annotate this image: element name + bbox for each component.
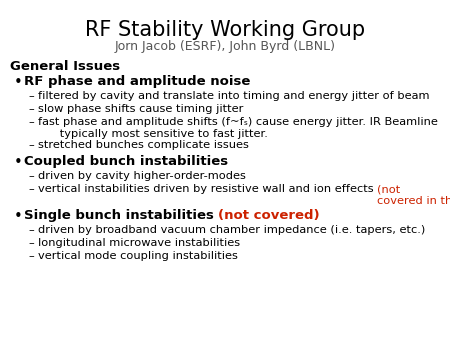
Text: •: •: [14, 209, 23, 224]
Text: filtered by cavity and translate into timing and energy jitter of beam: filtered by cavity and translate into ti…: [38, 91, 429, 101]
Text: –: –: [28, 251, 34, 261]
Text: longitudinal microwave instabilities: longitudinal microwave instabilities: [38, 238, 240, 248]
Text: Single bunch instabilities: Single bunch instabilities: [24, 209, 219, 222]
Text: driven by cavity higher-order-modes: driven by cavity higher-order-modes: [38, 171, 246, 181]
Text: vertical instabilities driven by resistive wall and ion effects: vertical instabilities driven by resisti…: [38, 184, 377, 194]
Text: slow phase shifts cause timing jitter: slow phase shifts cause timing jitter: [38, 104, 243, 114]
Text: –: –: [28, 140, 34, 150]
Text: •: •: [14, 155, 23, 170]
Text: vertical mode coupling instabilities: vertical mode coupling instabilities: [38, 251, 238, 261]
Text: –: –: [28, 91, 34, 101]
Text: (not covered): (not covered): [219, 209, 320, 222]
Text: –: –: [28, 104, 34, 114]
Text: stretched bunches complicate issues: stretched bunches complicate issues: [38, 140, 249, 150]
Text: Coupled bunch instabilities: Coupled bunch instabilities: [24, 155, 228, 168]
Text: –: –: [28, 184, 34, 194]
Text: RF Stability Working Group: RF Stability Working Group: [85, 20, 365, 40]
Text: fast phase and amplitude shifts (f~fₛ) cause energy jitter. IR Beamline
      ty: fast phase and amplitude shifts (f~fₛ) c…: [38, 117, 438, 139]
Text: (not
covered in this workshop): (not covered in this workshop): [377, 184, 450, 206]
Text: –: –: [28, 225, 34, 235]
Text: •: •: [14, 75, 23, 90]
Text: driven by broadband vacuum chamber impedance (i.e. tapers, etc.): driven by broadband vacuum chamber imped…: [38, 225, 425, 235]
Text: Jorn Jacob (ESRF), John Byrd (LBNL): Jorn Jacob (ESRF), John Byrd (LBNL): [114, 40, 336, 53]
Text: –: –: [28, 238, 34, 248]
Text: –: –: [28, 171, 34, 181]
Text: –: –: [28, 117, 34, 127]
Text: RF phase and amplitude noise: RF phase and amplitude noise: [24, 75, 250, 88]
Text: General Issues: General Issues: [10, 60, 120, 73]
